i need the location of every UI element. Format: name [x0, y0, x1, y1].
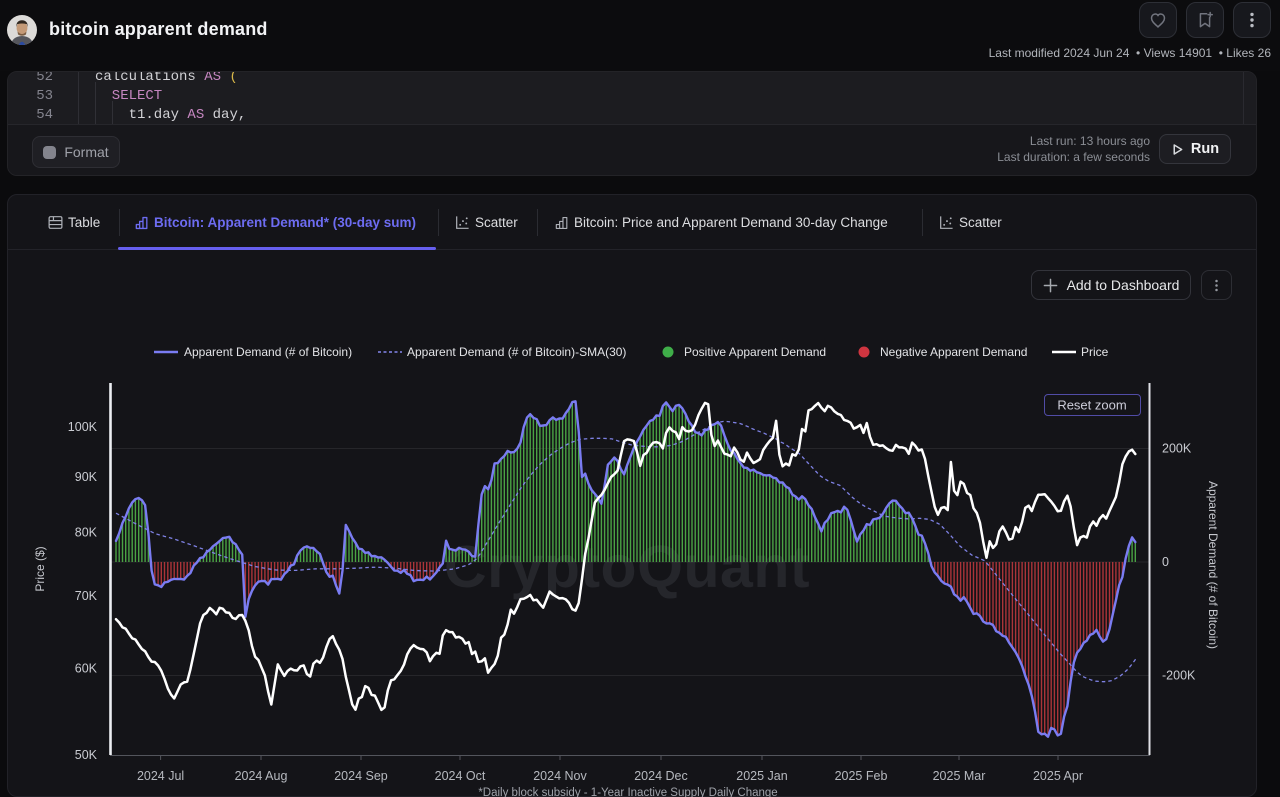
svg-text:2024 Aug: 2024 Aug	[235, 769, 288, 783]
svg-text:-200K: -200K	[1162, 669, 1196, 683]
svg-text:Apparent Demand (# of Bitcoin): Apparent Demand (# of Bitcoin)	[1206, 481, 1220, 649]
svg-text:70K: 70K	[75, 589, 98, 603]
svg-text:80K: 80K	[75, 526, 98, 540]
svg-text:100K: 100K	[68, 420, 98, 434]
svg-text:2025 Apr: 2025 Apr	[1033, 769, 1083, 783]
svg-text:50K: 50K	[75, 748, 98, 762]
svg-text:2024 Dec: 2024 Dec	[634, 769, 688, 783]
svg-text:Reset zoom: Reset zoom	[1057, 398, 1126, 413]
svg-text:60K: 60K	[75, 662, 98, 676]
svg-text:Price ($): Price ($)	[33, 546, 47, 591]
svg-text:2025 Mar: 2025 Mar	[933, 769, 986, 783]
svg-text:200K: 200K	[1162, 442, 1192, 456]
svg-text:2024 Jul: 2024 Jul	[137, 769, 184, 783]
svg-text:Apparent Demand (# of Bitcoin): Apparent Demand (# of Bitcoin)	[184, 345, 352, 359]
svg-text:2024 Nov: 2024 Nov	[533, 769, 587, 783]
svg-text:Negative Apparent Demand: Negative Apparent Demand	[880, 345, 1027, 359]
svg-text:2025 Jan: 2025 Jan	[736, 769, 787, 783]
svg-text:Apparent Demand (# of Bitcoin): Apparent Demand (# of Bitcoin)-SMA(30)	[407, 345, 626, 359]
svg-text:2024 Sep: 2024 Sep	[334, 769, 388, 783]
svg-text:Price: Price	[1081, 345, 1109, 359]
svg-text:2025 Feb: 2025 Feb	[835, 769, 888, 783]
svg-text:*Daily block subsidy - 1-Year: *Daily block subsidy - 1-Year Inactive S…	[478, 787, 777, 797]
svg-text:2024 Oct: 2024 Oct	[435, 769, 486, 783]
svg-text:90K: 90K	[75, 470, 98, 484]
svg-text:0: 0	[1162, 555, 1169, 569]
svg-text:Positive Apparent Demand: Positive Apparent Demand	[684, 345, 826, 359]
